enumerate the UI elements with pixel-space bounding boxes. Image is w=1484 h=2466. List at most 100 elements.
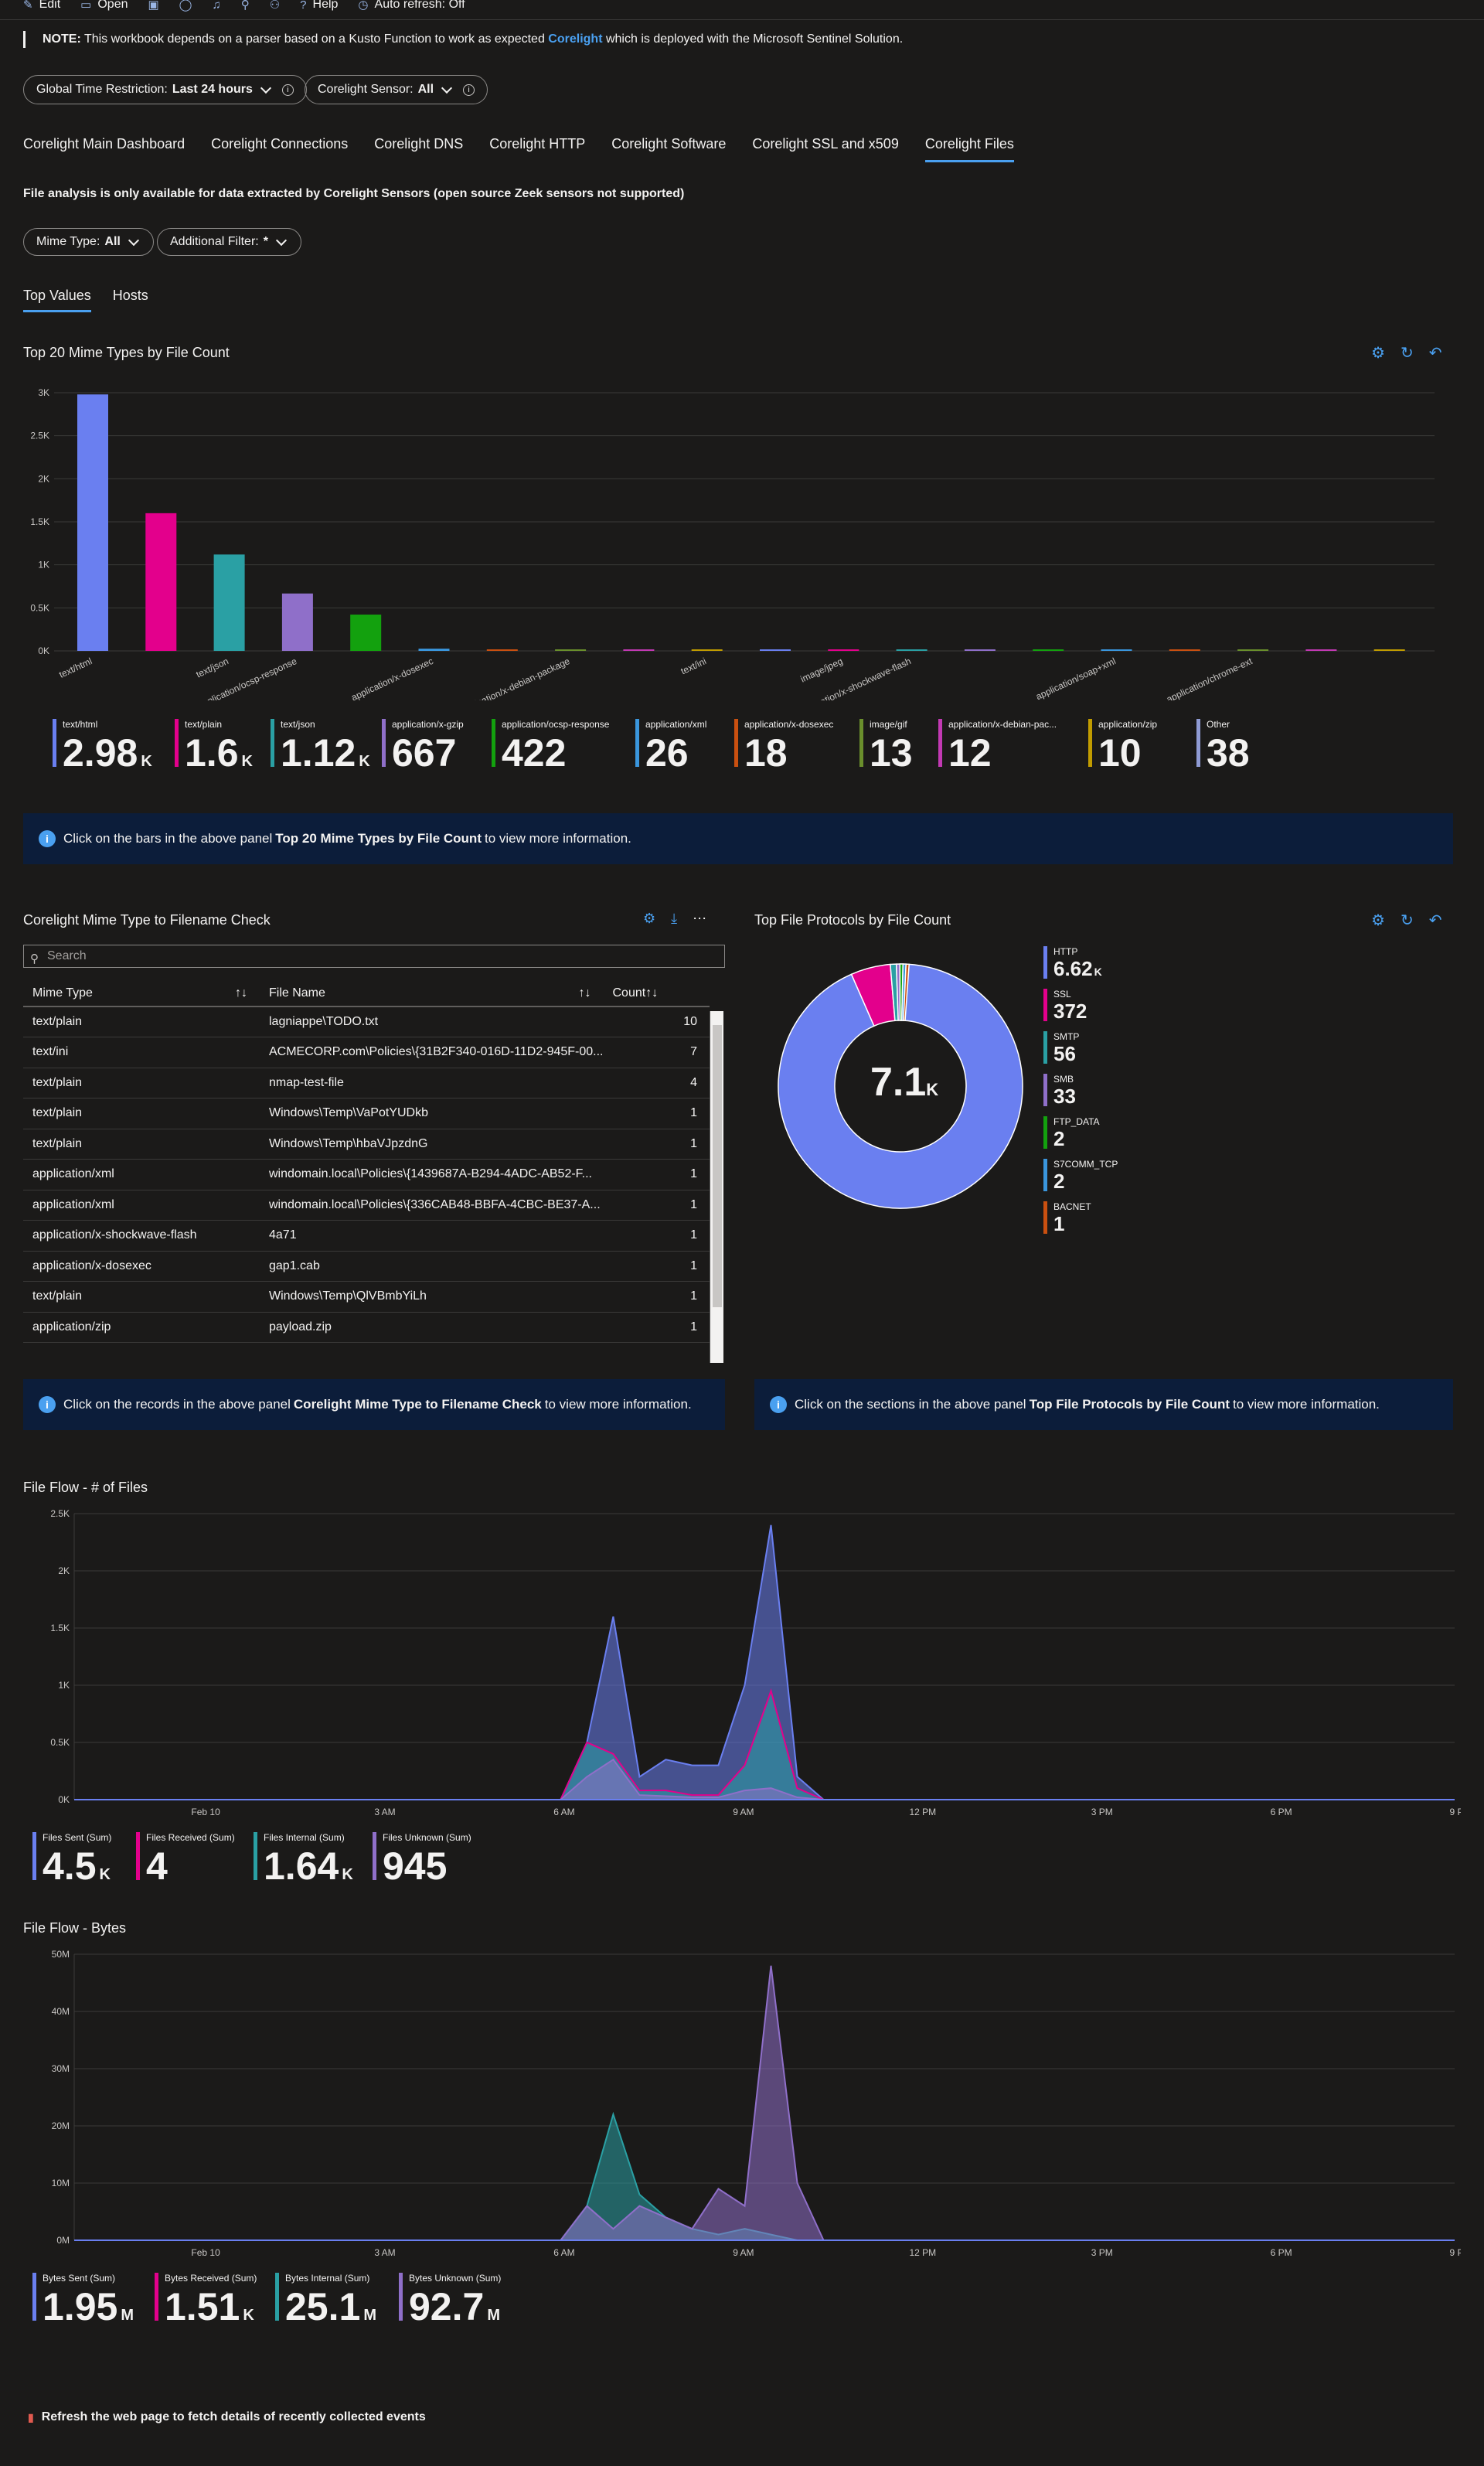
customize-icon[interactable]: ⚙ — [1371, 345, 1385, 362]
area-series-2[interactable] — [558, 1758, 824, 1800]
legend-item-bacnet[interactable]: BACNET 1 — [1043, 1201, 1091, 1236]
customize-icon[interactable]: ⚙ — [643, 911, 656, 926]
share-button[interactable]: ⚇ — [270, 0, 280, 12]
stat-tile[interactable]: application/x-debian-pac... 12 — [938, 719, 1057, 772]
table-row[interactable]: text/plain Windows\Temp\QlVBmbYiLh 1 — [23, 1281, 710, 1313]
tab-files[interactable]: Corelight Files — [924, 136, 1014, 162]
table-row[interactable]: application/x-dosexec gap1.cab 1 — [23, 1251, 710, 1282]
info-icon[interactable]: i — [281, 83, 294, 96]
more-icon[interactable]: ⋯ — [693, 911, 707, 926]
table-row[interactable]: application/xml windomain.local\Policies\… — [23, 1190, 710, 1221]
bar-application-chrome-ext[interactable] — [1237, 649, 1269, 651]
edit-button[interactable]: ✎ Edit — [23, 0, 60, 12]
pin-button[interactable]: ⚲ — [241, 0, 250, 12]
sort-icon[interactable]: ↑↓ — [235, 986, 247, 1000]
tab-hosts[interactable]: Hosts — [112, 288, 148, 303]
table-row[interactable]: text/plain nmap-test-file 4 — [23, 1068, 710, 1098]
stat-tile[interactable]: Bytes Sent (Sum) 1.95 M — [32, 2273, 134, 2334]
bar-application-ocsp-response[interactable] — [281, 593, 313, 651]
legend-item-ssl[interactable]: SSL 372 — [1043, 989, 1087, 1024]
tab-software[interactable]: Corelight Software — [611, 136, 727, 152]
table-row[interactable]: application/xml windomain.local\Policies\… — [23, 1159, 710, 1190]
bar-application-x-shockwave-flash[interactable] — [896, 649, 928, 651]
bar-text-ini[interactable] — [691, 649, 723, 651]
refresh-icon[interactable]: ↻ — [1400, 912, 1414, 929]
bar-application-x-dosexec[interactable] — [418, 649, 450, 651]
corelight-link[interactable]: Corelight — [548, 32, 603, 46]
bar-text-plain[interactable] — [145, 513, 177, 651]
area-series-1[interactable] — [559, 1965, 825, 2241]
bar-application-zip[interactable] — [760, 649, 791, 651]
table-row[interactable]: application/zip payload.zip 1 — [23, 1312, 710, 1343]
open-button[interactable]: ▭ Open — [80, 0, 128, 12]
bar-app-15[interactable] — [1033, 649, 1064, 651]
col-file-name[interactable]: File Name ↑↓ — [260, 980, 604, 1007]
tab-ssl-x509[interactable]: Corelight SSL and x509 — [752, 136, 899, 152]
files-flow-chart[interactable]: 0K 0.5K 1K 1.5K 2K 2.5K Feb 10 3 AM 6 AM 9 AM 12 P… — [23, 1506, 1461, 1831]
tab-dns[interactable]: Corelight DNS — [374, 136, 464, 152]
stat-tile[interactable]: text/plain 1.6 K — [175, 719, 253, 780]
table-scrollbar[interactable] — [710, 1011, 723, 1363]
stat-tile[interactable]: Bytes Internal (Sum) 25.1 M — [275, 2273, 376, 2334]
bar-text-json[interactable] — [213, 554, 245, 651]
bar-image-gif[interactable] — [623, 649, 655, 651]
time-restriction-dropdown[interactable]: Global Time Restriction: Last 24 hours i — [23, 75, 307, 104]
bytes-flow-chart[interactable]: 0M 10M 20M 30M 40M 50M Feb 10 3 AM 6 AM 9 AM 12 PM… — [23, 1947, 1461, 2271]
slice-http[interactable] — [778, 963, 1023, 1209]
download-icon[interactable]: ⤓ — [671, 911, 678, 926]
stat-tile[interactable]: application/ocsp-response 422 — [492, 719, 609, 772]
table-row[interactable]: text/plain Windows\Temp\hbaVJpzdnG 1 — [23, 1129, 710, 1160]
table-row[interactable]: text/plain lagniappe\TODO.txt 10 — [23, 1006, 710, 1037]
tab-top-values[interactable]: Top Values — [23, 288, 91, 312]
stat-tile[interactable]: Bytes Unknown (Sum) 92.7 M — [399, 2273, 501, 2334]
stat-tile[interactable]: application/zip 10 — [1088, 719, 1157, 772]
alert-button[interactable]: ♫ — [212, 0, 220, 12]
bar-image-jpeg[interactable] — [828, 649, 859, 651]
protocols-donut-chart[interactable] — [773, 959, 1028, 1214]
legend-item-s7comm_tcp[interactable]: S7COMM_TCP 2 — [1043, 1159, 1118, 1194]
legend-item-smtp[interactable]: SMTP 56 — [1043, 1031, 1079, 1066]
table-row[interactable]: application/x-shockwave-flash 4a71 1 — [23, 1220, 710, 1252]
stat-tile[interactable]: Bytes Received (Sum) 1.51 K — [155, 2273, 257, 2334]
stat-tile[interactable]: application/xml 26 — [635, 719, 706, 772]
auto-refresh-button[interactable]: ◷ Auto refresh: Off — [358, 0, 465, 12]
tab-main-dashboard[interactable]: Corelight Main Dashboard — [23, 136, 186, 152]
cloud-button[interactable]: ◯ — [179, 0, 192, 12]
bar-app-14[interactable] — [964, 649, 996, 651]
save-button[interactable]: ▣ — [148, 0, 158, 12]
stat-tile[interactable]: Files Internal (Sum) 1.64 K — [254, 1832, 353, 1893]
stat-tile[interactable]: application/x-gzip 667 — [382, 719, 464, 772]
bar-application-x-gzip[interactable] — [350, 615, 382, 651]
sensor-dropdown[interactable]: Corelight Sensor: All i — [305, 75, 488, 104]
legend-item-http[interactable]: HTTP 6.62 K — [1043, 946, 1102, 981]
search-input[interactable]: ⚲ Search — [23, 945, 725, 968]
col-count[interactable]: Count↑↓ — [603, 980, 710, 1007]
bar-app-17[interactable] — [1169, 649, 1200, 651]
tab-http[interactable]: Corelight HTTP — [489, 136, 586, 152]
bar-app-20[interactable] — [1373, 649, 1405, 651]
additional-filter-dropdown[interactable]: Additional Filter: * — [157, 228, 301, 256]
stat-tile[interactable]: text/json 1.12 K — [271, 719, 370, 780]
legend-item-smb[interactable]: SMB 33 — [1043, 1074, 1076, 1109]
sort-icon[interactable]: ↑↓ — [645, 986, 659, 1000]
bar-application-soap-xml[interactable] — [1101, 649, 1132, 651]
stat-tile[interactable]: text/html 2.98 K — [53, 719, 152, 780]
area-series-1[interactable] — [559, 1688, 824, 1800]
bar-app-19[interactable] — [1305, 649, 1337, 651]
bar-application-xml[interactable] — [486, 649, 518, 651]
scrollbar-thumb[interactable] — [713, 1025, 722, 1307]
undo-icon[interactable]: ↶ — [1428, 912, 1442, 929]
info-icon[interactable]: i — [463, 83, 475, 96]
stat-tile[interactable]: application/x-dosexec 18 — [734, 719, 833, 772]
table-row[interactable]: text/plain Windows\Temp\VaPotYUDkb 1 — [23, 1098, 710, 1129]
slice-bacnet[interactable] — [903, 963, 910, 1022]
col-mime-type[interactable]: Mime Type ↑↓ — [23, 980, 260, 1007]
bar-application-x-debian-package[interactable] — [555, 649, 587, 651]
mime-bar-chart[interactable]: 0K 0.5K 1K 1.5K 2K 2.5K 3K text/html text/json ap… — [23, 383, 1461, 700]
stat-tile[interactable]: Files Unknown (Sum) 945 — [373, 1832, 471, 1885]
mime-type-dropdown[interactable]: Mime Type: All — [23, 228, 154, 256]
stat-tile[interactable]: Files Sent (Sum) 4.5 K — [32, 1832, 111, 1893]
stat-tile[interactable]: Files Received (Sum) 4 — [136, 1832, 235, 1885]
undo-icon[interactable]: ↶ — [1428, 345, 1442, 362]
tab-connections[interactable]: Corelight Connections — [211, 136, 349, 152]
